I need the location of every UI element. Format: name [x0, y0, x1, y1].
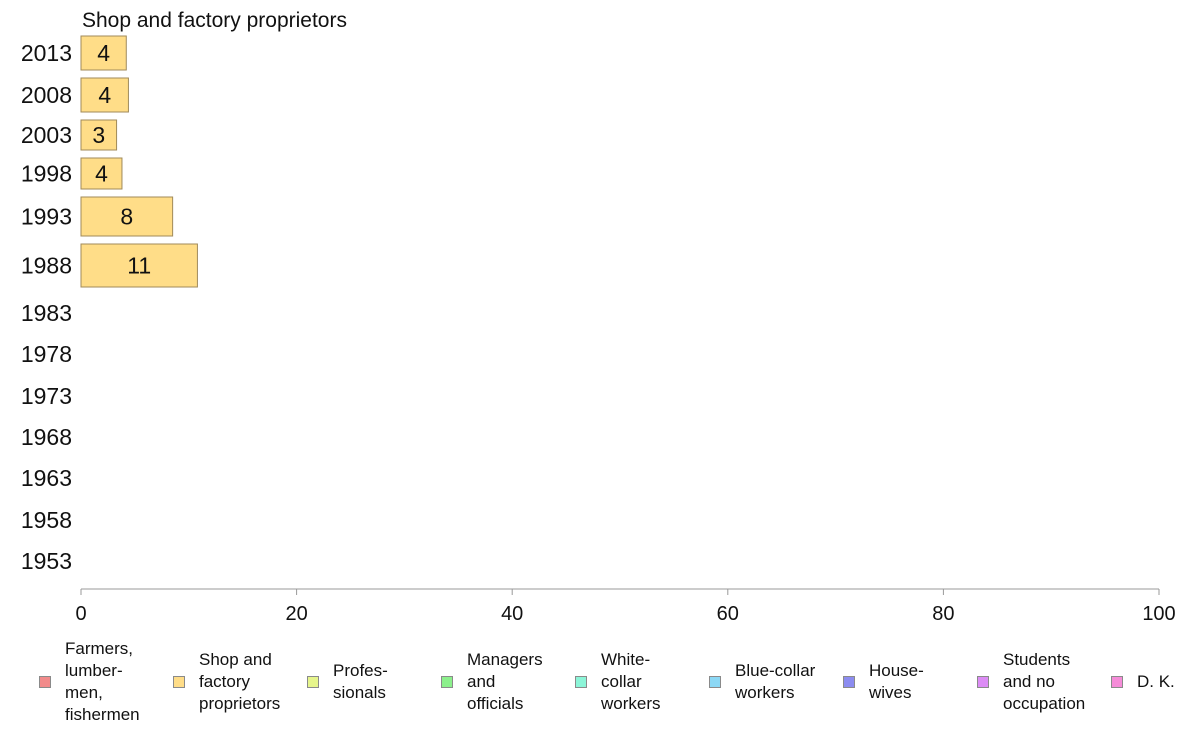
y-tick-label: 2013 — [21, 40, 72, 66]
y-tick-label: 1988 — [21, 253, 72, 279]
bar — [80, 119, 118, 151]
legend-item: D. K. — [1111, 642, 1175, 722]
x-tick-label: 20 — [285, 603, 307, 625]
y-tick-label: 1968 — [21, 424, 72, 450]
x-tick-label: 0 — [75, 603, 86, 625]
data-label: 8 — [120, 204, 133, 230]
y-tick-label: 2008 — [21, 82, 72, 108]
legend-label: Shop and factory proprietors — [199, 650, 281, 713]
bar — [80, 243, 198, 288]
data-label: 3 — [92, 122, 105, 148]
x-tick-label: 100 — [1142, 603, 1175, 625]
legend-label: Students and no occupation — [1003, 650, 1086, 713]
x-tick-label: 40 — [501, 603, 523, 625]
bar — [80, 35, 127, 71]
legend: Farmers, lumber- men, fishermen Shop and … — [0, 639, 1188, 736]
legend-swatch — [575, 676, 587, 688]
y-tick-label: 1998 — [21, 161, 72, 187]
legend-swatch — [977, 676, 989, 688]
y-tick-label: 1993 — [21, 204, 72, 230]
legend-item: Farmers, lumber- men, fishermen — [39, 639, 140, 724]
legend-label: Managers and officials — [467, 650, 543, 713]
bar — [80, 77, 129, 113]
data-label: 4 — [95, 161, 108, 187]
bar — [80, 157, 123, 190]
y-tick-label: 1983 — [21, 300, 72, 326]
y-tick-label: 1953 — [21, 548, 72, 574]
legend-item: White- collar workers — [575, 642, 661, 722]
data-label: 11 — [127, 253, 151, 279]
legend-label: D. K. — [1137, 672, 1175, 691]
data-label: 4 — [98, 82, 111, 108]
legend-swatch — [173, 676, 185, 688]
y-tick-label: 2003 — [21, 122, 72, 148]
x-tick-label: 60 — [717, 603, 739, 625]
x-axis: 0 20 40 60 80 100 — [75, 588, 1176, 625]
y-tick-label: 1958 — [21, 507, 72, 533]
legend-item: Blue-collar workers — [709, 642, 815, 722]
y-tick-label: 1973 — [21, 383, 72, 409]
legend-swatch — [441, 676, 453, 688]
chart-title: Shop and factory proprietors — [82, 9, 347, 32]
legend-swatch — [1111, 676, 1123, 688]
legend-item: Managers and officials — [441, 642, 543, 722]
legend-swatch — [843, 676, 855, 688]
legend-swatch — [39, 676, 51, 688]
data-label: 4 — [97, 40, 110, 66]
legend-item: House- wives — [843, 642, 924, 722]
legend-label: Profes- sionals — [333, 661, 388, 702]
legend-swatch — [709, 676, 721, 688]
legend-swatch — [307, 676, 319, 688]
bar — [80, 196, 174, 237]
y-tick-label: 1963 — [21, 465, 72, 491]
legend-item: Profes- sionals — [307, 642, 388, 722]
legend-item: Shop and factory proprietors — [173, 642, 280, 722]
y-tick-labels: 2013 2008 2003 1998 1993 1988 1983 1978 1973 1968… — [21, 40, 72, 574]
legend-label: Farmers, lumber- men, fishermen — [65, 639, 140, 724]
legend-label: House- wives — [869, 661, 924, 702]
legend-item: Students and no occupation — [977, 642, 1085, 722]
legend-label: Blue-collar workers — [735, 661, 816, 702]
x-tick-label: 80 — [932, 603, 954, 625]
legend-label: White- collar workers — [601, 650, 661, 713]
y-tick-label: 1978 — [21, 341, 72, 367]
